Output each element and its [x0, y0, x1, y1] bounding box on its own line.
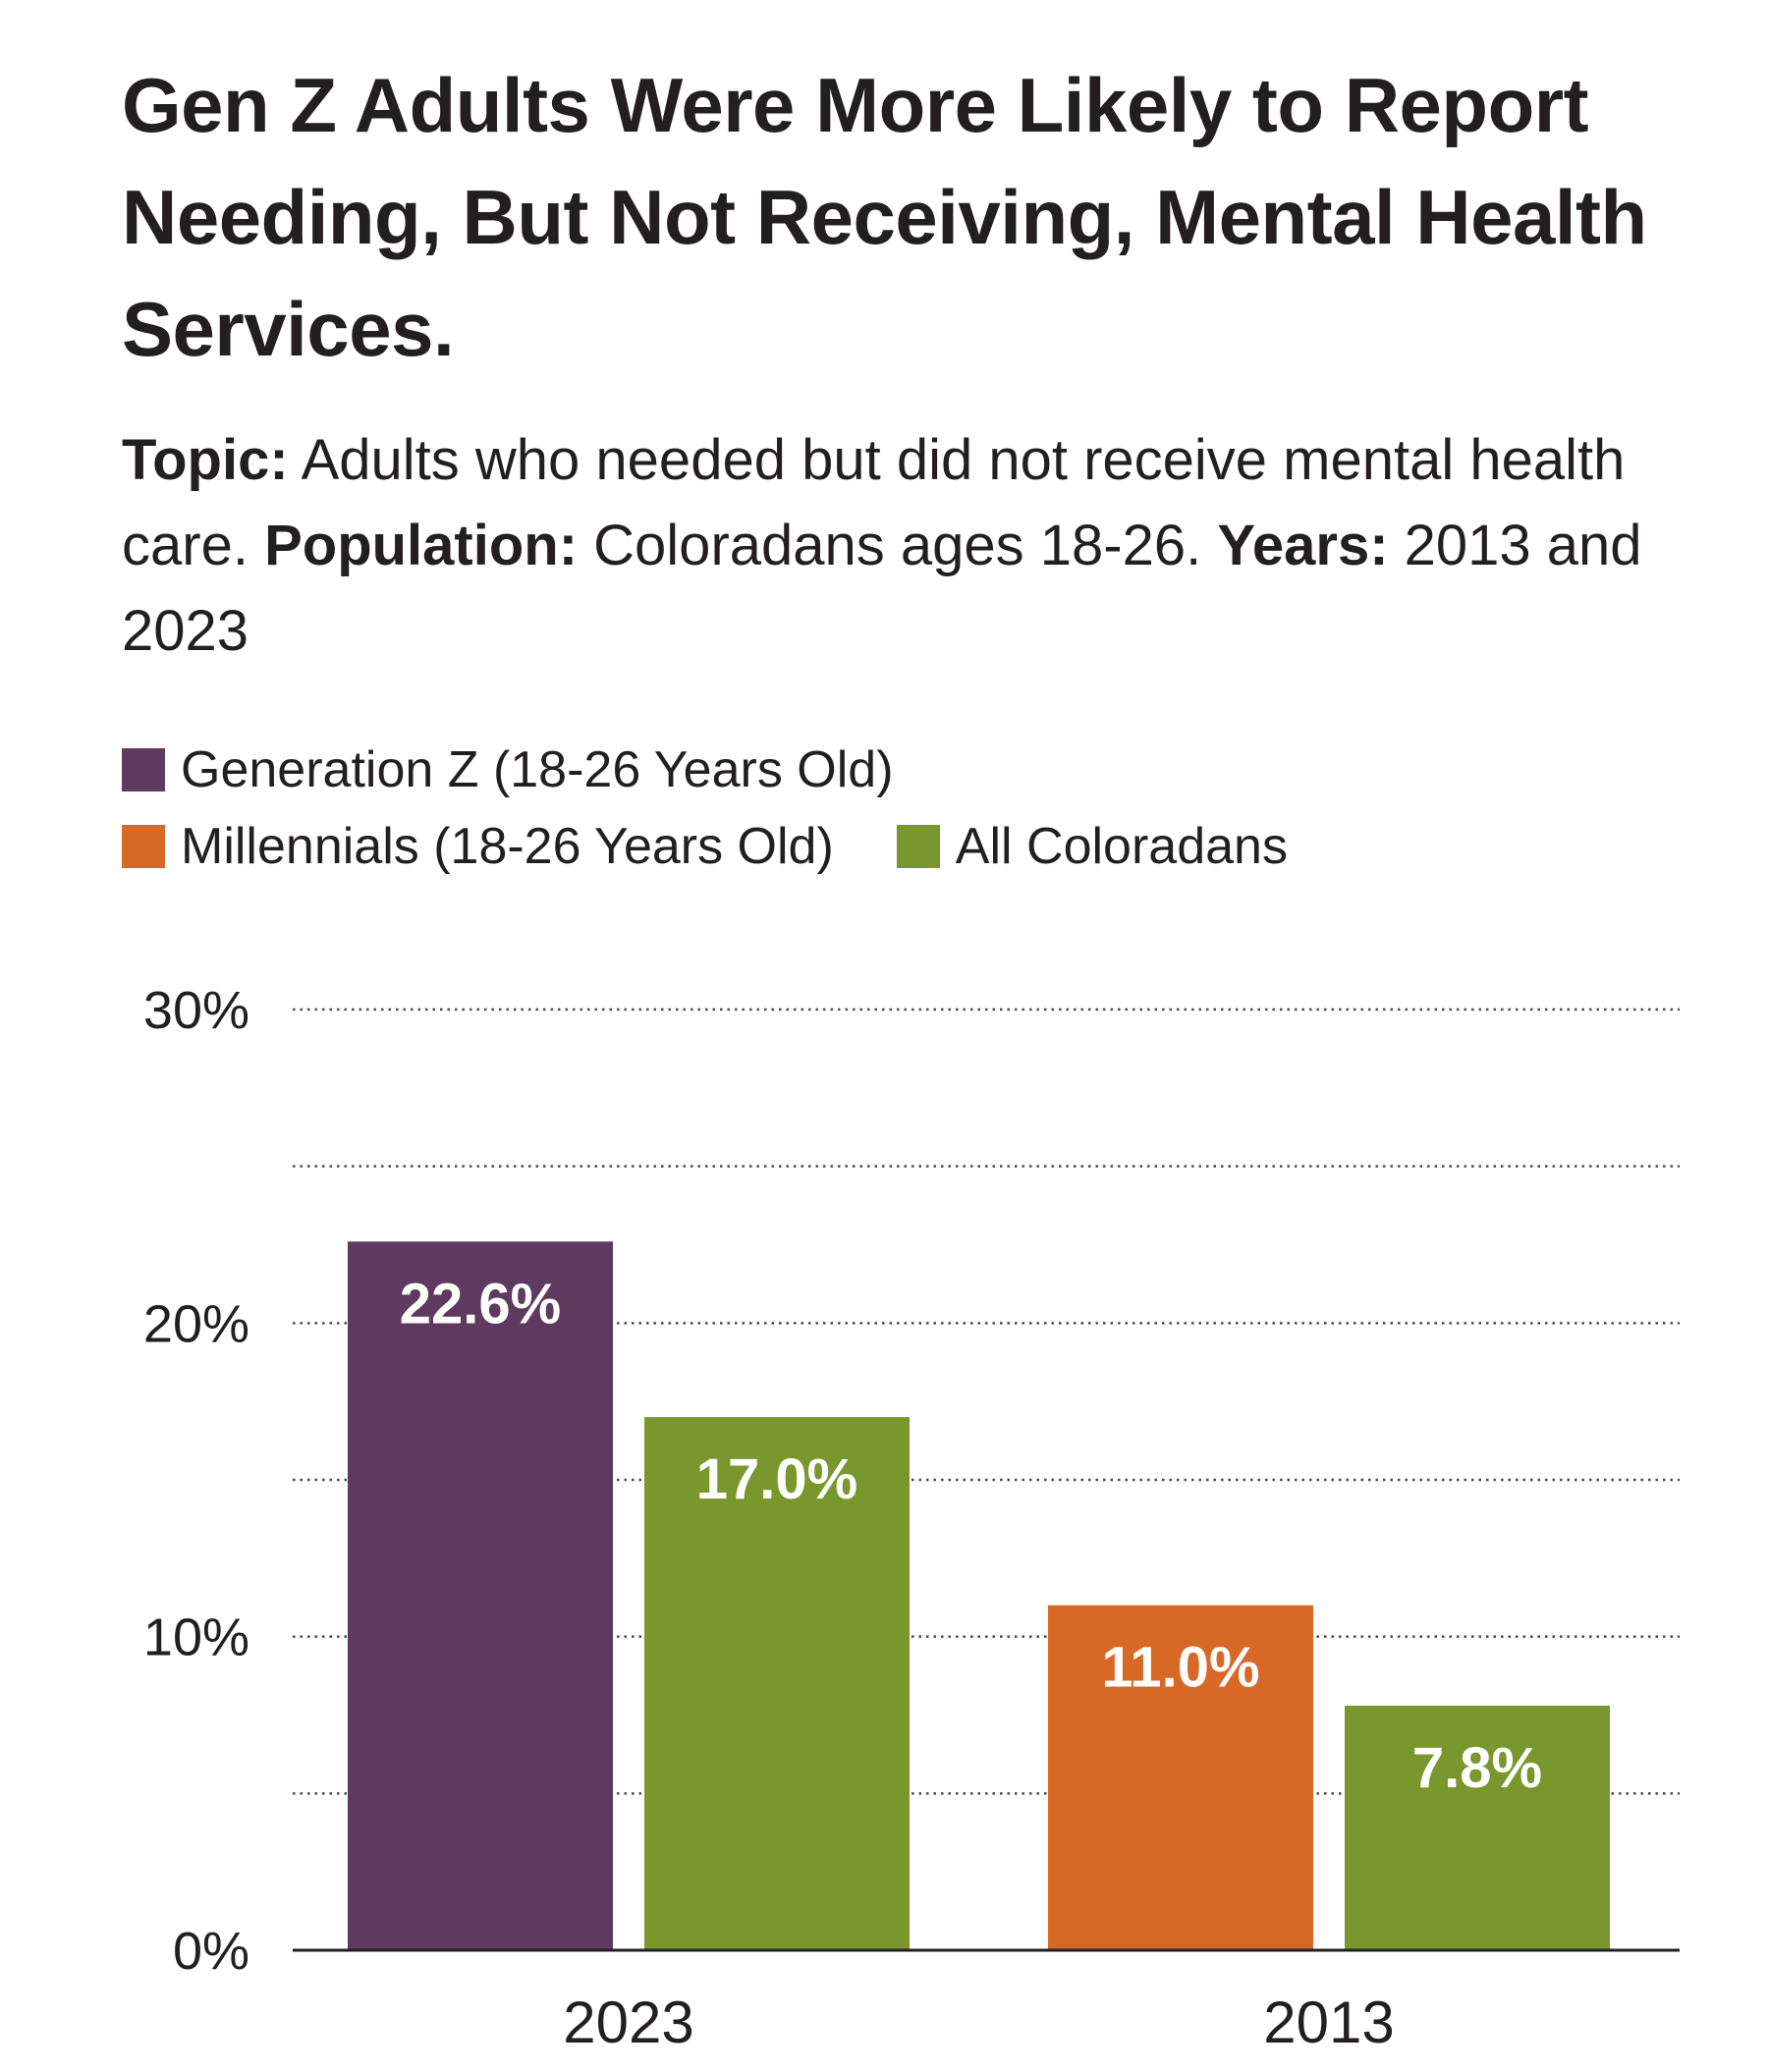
topic-label: Topic: [122, 428, 289, 492]
bar-2013-all-coloradans [1345, 1705, 1610, 1950]
years-label: Years: [1217, 514, 1389, 577]
legend-row-2: Millennials (18-26 Years Old) All Colora… [122, 808, 1654, 885]
chart-subtitle: Topic: Adults who needed but did not rec… [122, 417, 1654, 674]
y-tick-label-20: 20% [143, 1294, 249, 1353]
bar-2023-all-coloradans [644, 1417, 910, 1950]
y-tick-label-0: 0% [173, 1922, 249, 1981]
x-category-label-2023: 2023 [563, 1990, 693, 2055]
population-text: Coloradans ages 18-26. [593, 514, 1202, 577]
y-tick-label-30: 30% [143, 981, 249, 1040]
data-label-2023-all-coloradans: 17.0% [696, 1447, 857, 1511]
legend-item-generation-z: Generation Z (18-26 Years Old) [122, 732, 894, 808]
y-tick-label-10: 10% [143, 1609, 249, 1667]
data-label-2013-millennials-18-26-years-old: 11.0% [1101, 1636, 1259, 1700]
chart-title: Gen Z Adults Were More Likely to Report … [122, 62, 1647, 372]
labels: 0% 10% 20% 30% 22.6% 17.0% 2023 11.0% 7.8% 2013 [143, 981, 1542, 2055]
legend-label-all-coloradans: All Coloradans [955, 818, 1288, 875]
bars [348, 1241, 1610, 1950]
data-label-2013-all-coloradans: 7.8% [1412, 1736, 1542, 1800]
population-label: Population: [264, 514, 579, 577]
topic-text: Adults who needed but did not receive me… [122, 428, 1626, 577]
legend-item-all-coloradans: All Coloradans [896, 808, 1288, 885]
x-category-label-2013: 2013 [1263, 1990, 1394, 2055]
legend-swatch-generation-z [122, 748, 165, 791]
legend-swatch-millennials [122, 825, 165, 868]
legend-row-1: Generation Z (18-26 Years Old) [122, 732, 1654, 808]
data-label-2023-generation-z-18-26-years-old: 22.6% [400, 1272, 561, 1336]
gridlines [293, 1008, 1680, 1795]
years-text: 2013 and 2023 [122, 514, 1642, 663]
legend-label-generation-z: Generation Z (18-26 Years Old) [181, 741, 894, 798]
legend-label-millennials: Millennials (18-26 Years Old) [181, 818, 834, 875]
legend-item-millennials: Millennials (18-26 Years Old) [122, 808, 834, 885]
bar-2013-millennials-18-26-years-old [1048, 1605, 1313, 1950]
legend-swatch-all-coloradans [896, 825, 940, 868]
chart-legend: Generation Z (18-26 Years Old) Millennia… [122, 732, 1654, 885]
bar-2023-generation-z-18-26-years-old [348, 1241, 613, 1950]
